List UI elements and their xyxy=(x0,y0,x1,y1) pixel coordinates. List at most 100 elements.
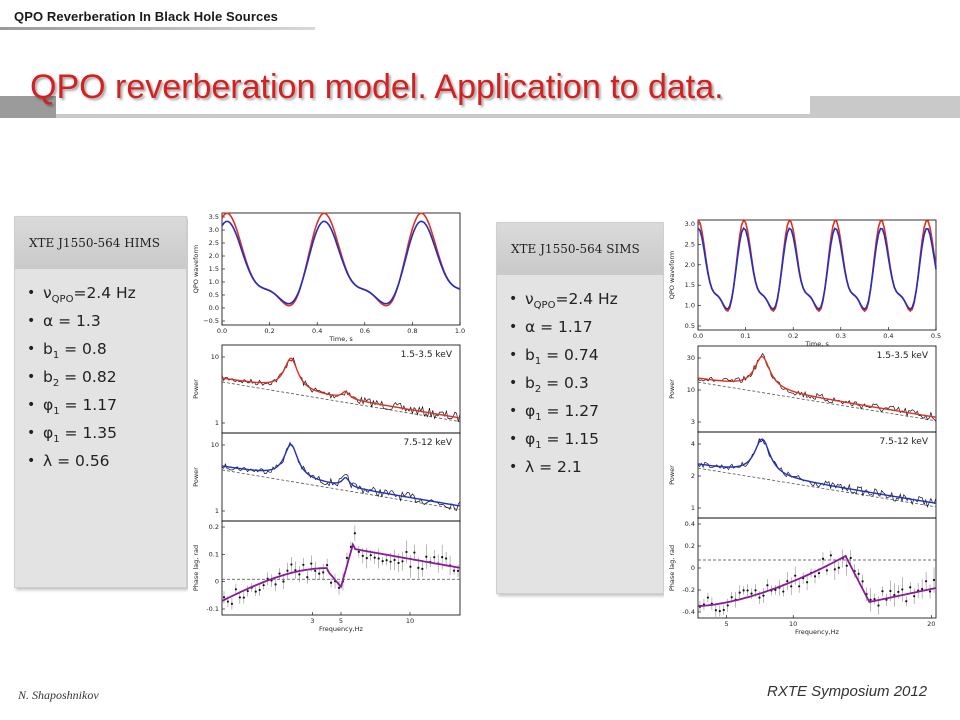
parameter-subscript: 1 xyxy=(52,350,60,362)
x-tick-label: 0.0 xyxy=(217,327,227,335)
y-axis-label: Phase lag, rad xyxy=(192,545,200,591)
parameter-subscript: QPO xyxy=(533,300,556,312)
lag-data-point xyxy=(881,590,884,593)
x-tick-label: 0.4 xyxy=(883,332,893,340)
y-tick-label: -0.4 xyxy=(682,608,695,616)
parameter-symbol: φ xyxy=(525,402,536,420)
parameter-symbol: φ xyxy=(43,396,54,414)
blue-waveform-curve xyxy=(697,226,937,311)
parameter-item: b2 = 0.82 xyxy=(27,363,136,391)
lag-data-point xyxy=(738,591,741,594)
parameter-item: νQPO=2.4 Hz xyxy=(509,285,618,313)
lag-data-point xyxy=(226,600,230,603)
y-tick-label: 10 xyxy=(687,386,695,394)
blue-waveform-curve xyxy=(221,220,461,305)
parameter-symbol: ν xyxy=(43,284,52,302)
continuum-dashed-line xyxy=(221,469,461,510)
y-tick-label: 10 xyxy=(211,353,219,361)
right-figure: 3.0 2.5 2.0 1.5 1.0 0.5 0.0 0.1 0.2 0.3 0.4 0.5 Time… xyxy=(664,212,946,642)
right-parameter-list: νQPO=2.4 Hzα = 1.17b1 = 0.74b2 = 0.3φ1 =… xyxy=(509,285,618,481)
lag-data-point xyxy=(274,583,277,586)
x-tick-label: 20 xyxy=(927,620,935,628)
y-tick-label: 1 xyxy=(215,419,219,427)
lag-data-point xyxy=(928,590,932,593)
left-parameter-panel: XTE J1550-564 HIMS νQPO=2.4 Hzα = 1.3b1 … xyxy=(14,216,187,588)
lag-data-point xyxy=(901,588,904,591)
parameter-item: νQPO=2.4 Hz xyxy=(27,279,136,307)
x-axis-label: Frequency,Hz xyxy=(795,628,840,636)
lag-data-point xyxy=(306,576,309,579)
continuum-dashed-line xyxy=(697,381,937,422)
x-tick-label: 3 xyxy=(310,617,314,625)
parameter-value: = 2.1 xyxy=(534,458,582,476)
header-underline xyxy=(0,27,315,30)
lag-data-point xyxy=(357,550,360,553)
lag-data-point xyxy=(762,594,765,597)
y-tick-label: 0.4 xyxy=(685,520,695,528)
waveform-frame xyxy=(697,219,937,331)
lag-data-point xyxy=(425,555,428,558)
parameter-item: φ1 = 1.17 xyxy=(27,391,136,419)
phase-lag-frame xyxy=(221,520,461,616)
parameter-symbol: b xyxy=(525,346,535,364)
title-rule xyxy=(56,114,810,118)
lag-model-curve xyxy=(697,554,937,607)
lag-data-point xyxy=(758,596,761,599)
lag-data-point xyxy=(298,573,301,576)
parameter-item: φ1 = 1.35 xyxy=(27,419,136,447)
parameter-item: b1 = 0.74 xyxy=(509,341,618,369)
energy-band-label: 1.5-3.5 keV xyxy=(877,351,929,361)
x-tick-label: 0.2 xyxy=(264,327,274,335)
parameter-symbol: λ xyxy=(43,452,53,470)
y-tick-label: 0.0 xyxy=(209,304,219,312)
psd-model-curve xyxy=(221,357,461,419)
lag-data-point xyxy=(798,585,801,588)
lag-data-point xyxy=(750,592,753,595)
lag-data-point xyxy=(861,580,864,583)
lag-data-point xyxy=(857,572,860,575)
parameter-value: = 0.8 xyxy=(59,340,107,358)
lag-data-point xyxy=(314,569,317,572)
lag-data-point xyxy=(869,598,872,601)
x-tick-label: 0.0 xyxy=(693,332,703,340)
y-tick-label: 0.1 xyxy=(209,550,219,558)
title-rule-right xyxy=(810,96,960,118)
lag-data-point xyxy=(417,566,420,569)
parameter-symbol: φ xyxy=(43,424,54,442)
y-axis-label: Phase lag, rad xyxy=(668,545,676,591)
left-panel-heading-text: XTE J1550-564 HIMS xyxy=(29,236,160,250)
lag-data-point xyxy=(262,584,265,587)
title-rule-left xyxy=(0,96,56,118)
x-tick-label: 0.2 xyxy=(788,332,798,340)
lag-data-point xyxy=(302,563,305,566)
lag-data-point xyxy=(730,596,733,599)
y-tick-label: 0 xyxy=(215,578,219,586)
y-axis-label: Power xyxy=(192,467,200,487)
y-tick-label: 1.0 xyxy=(685,302,695,310)
lag-data-point xyxy=(718,609,721,613)
lag-data-point xyxy=(389,560,392,563)
red-waveform-curve xyxy=(697,218,937,313)
y-tick-label: 2.0 xyxy=(685,261,695,269)
parameter-value: = 1.17 xyxy=(59,396,117,414)
y-tick-label: 0 xyxy=(691,564,695,572)
y-tick-label: 1 xyxy=(691,504,695,512)
lag-data-point xyxy=(310,562,313,565)
y-tick-label: 4 xyxy=(691,440,695,448)
header-bar: QPO Reverberation In Black Hole Sources xyxy=(0,0,320,30)
parameter-value: = 1.35 xyxy=(59,424,117,442)
continuum-dashed-line xyxy=(697,467,937,508)
red-waveform-curve xyxy=(221,212,461,307)
y-tick-label: 3.0 xyxy=(209,226,219,234)
parameter-item: φ1 = 1.27 xyxy=(509,397,618,425)
lag-data-point xyxy=(230,602,234,605)
parameter-subscript: 2 xyxy=(534,384,542,396)
parameter-item: φ1 = 1.15 xyxy=(509,425,618,453)
left-figure: 3.5 3.0 2.5 2.0 1.5 1.0 0.5 0.0 −0.5 0.0 0.2 0.4 0.6… xyxy=(188,205,470,637)
lag-data-point xyxy=(242,596,245,599)
lag-data-point xyxy=(877,604,880,607)
parameter-item: α = 1.17 xyxy=(509,313,618,341)
lag-data-point xyxy=(238,596,241,599)
lag-data-point xyxy=(258,588,261,592)
y-tick-label: 2.0 xyxy=(209,252,219,260)
